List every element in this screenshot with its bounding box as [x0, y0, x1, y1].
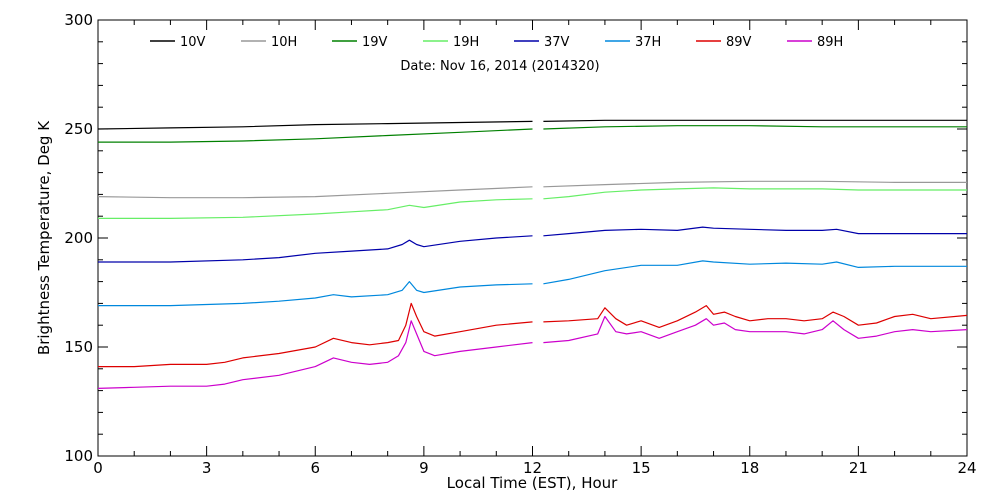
- series-line-10h-pm: [543, 180, 967, 188]
- y-axis-title: Brightness Temperature, Deg K: [35, 120, 53, 355]
- x-tick-label: 24: [957, 459, 976, 477]
- series-line-19v-am: [98, 128, 533, 143]
- series-line-89h-am: [97, 320, 533, 389]
- legend-label-37h: 37H: [635, 35, 661, 50]
- series-line-19h-pm: [543, 187, 967, 200]
- series-line-89v-am: [98, 302, 533, 368]
- chart-subtitle: Date: Nov 16, 2014 (2014320): [400, 59, 599, 74]
- legend-label-37v: 37V: [544, 35, 570, 50]
- series-line-37h-pm: [543, 260, 967, 285]
- x-tick-label: 18: [740, 459, 759, 477]
- series-line-37v-pm: [543, 226, 967, 237]
- legend: 10V 10H 19V 19H 37V 37H 89V 89H: [150, 35, 843, 50]
- series-line-10h-am: [97, 186, 533, 199]
- series-line-37v-am: [98, 235, 533, 263]
- x-axis-title: Local Time (EST), Hour: [447, 474, 618, 492]
- x-axis-ticks: 0 3 6 9 12 15 18 21 24: [93, 20, 977, 477]
- y-tick-label: 100: [64, 447, 93, 465]
- x-tick-label: 0: [93, 459, 103, 477]
- legend-label-19h: 19H: [453, 35, 479, 50]
- series-line-89v-pm: [543, 305, 968, 328]
- series-line-19v-pm: [543, 125, 967, 130]
- series-line-37h-am: [98, 281, 533, 307]
- legend-label-89h: 89H: [817, 35, 843, 50]
- plot-border: [97, 19, 968, 457]
- series-line-10v-am: [97, 120, 533, 130]
- y-tick-label: 250: [64, 120, 93, 138]
- series-line-19h-am: [98, 198, 533, 219]
- x-tick-label: 9: [419, 459, 429, 477]
- y-tick-label: 200: [64, 229, 93, 247]
- y-tick-label: 150: [64, 338, 93, 356]
- x-tick-label: 21: [849, 459, 868, 477]
- series-line-89h-pm: [543, 315, 968, 344]
- legend-label-10v: 10V: [180, 35, 206, 50]
- x-tick-label: 15: [632, 459, 651, 477]
- series-lines: [97, 119, 968, 389]
- x-tick-label: 12: [523, 459, 542, 477]
- legend-label-10h: 10H: [271, 35, 297, 50]
- series-line-10v-pm: [543, 119, 967, 122]
- y-tick-label: 300: [64, 11, 93, 29]
- legend-label-19v: 19V: [362, 35, 388, 50]
- plot-frame: [97, 19, 968, 457]
- y-axis-ticks: 100 150 200 250 300: [64, 11, 967, 465]
- x-tick-label: 3: [202, 459, 212, 477]
- legend-label-89v: 89V: [726, 35, 752, 50]
- x-tick-label: 6: [310, 459, 320, 477]
